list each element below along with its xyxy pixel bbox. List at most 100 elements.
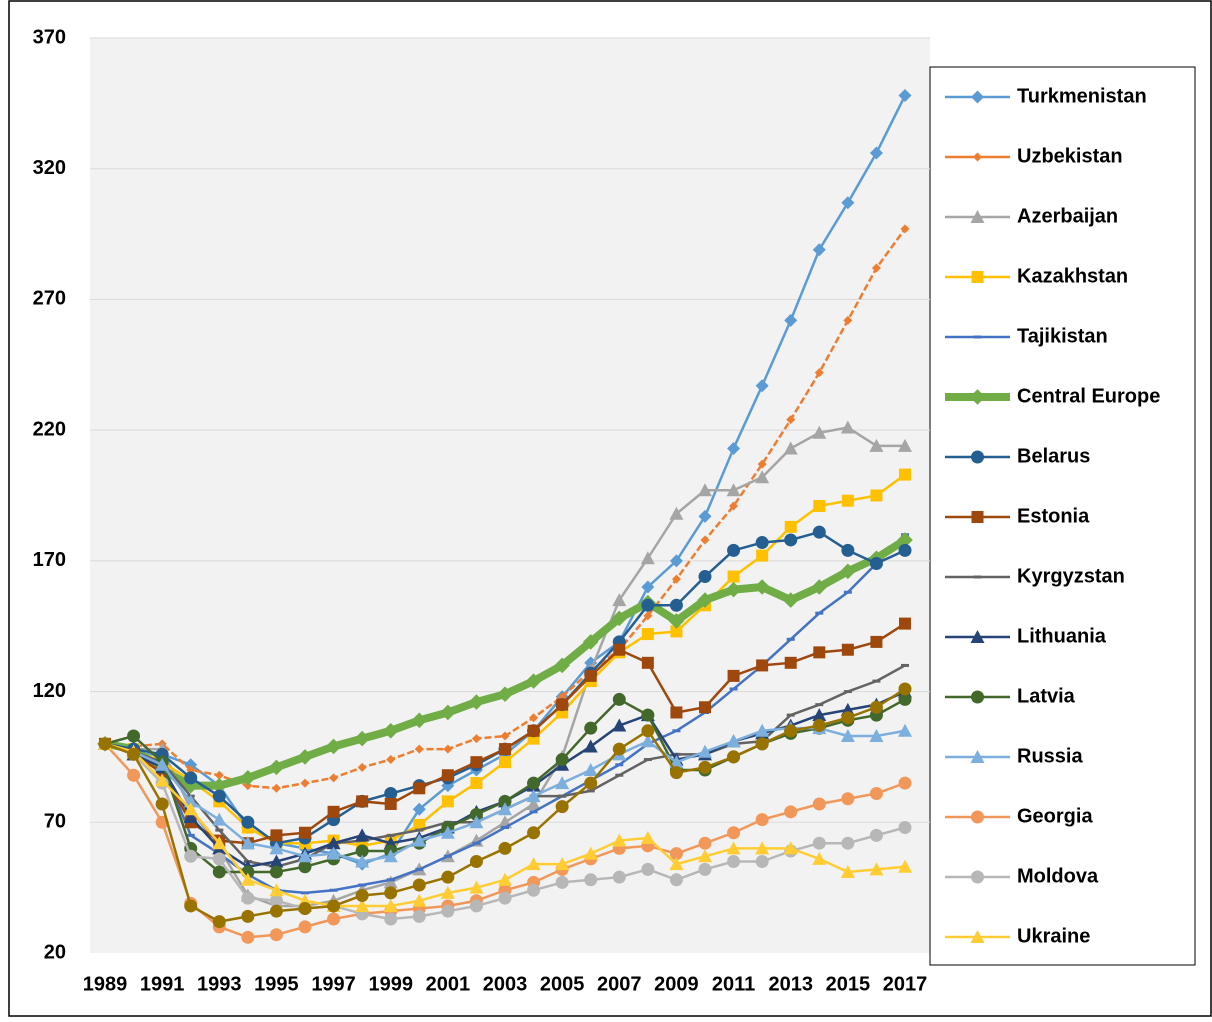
y-tick-label: 20 xyxy=(44,941,66,963)
marker xyxy=(558,794,567,798)
marker xyxy=(241,909,255,923)
marker xyxy=(326,836,341,850)
x-tick-label: 2011 xyxy=(712,973,755,995)
marker xyxy=(869,700,883,714)
marker xyxy=(501,826,509,830)
marker xyxy=(269,904,283,918)
legend-marker xyxy=(970,750,985,763)
marker xyxy=(612,742,626,756)
marker xyxy=(726,483,741,497)
marker xyxy=(615,763,624,767)
marker xyxy=(784,724,798,738)
marker xyxy=(299,826,311,839)
marker xyxy=(584,873,598,887)
marker xyxy=(584,721,598,735)
legend-label: Georgia xyxy=(1017,805,1093,827)
y-tick-label: 220 xyxy=(33,418,66,440)
marker xyxy=(754,579,770,595)
marker xyxy=(784,520,797,533)
marker xyxy=(469,899,483,913)
marker xyxy=(441,795,454,808)
marker xyxy=(755,737,769,751)
marker xyxy=(640,830,655,844)
marker xyxy=(782,592,799,608)
marker xyxy=(612,718,627,732)
marker xyxy=(786,415,796,425)
marker xyxy=(755,813,769,827)
marker xyxy=(582,634,599,650)
marker xyxy=(127,768,141,782)
legend-label: Central Europe xyxy=(1017,385,1160,407)
marker xyxy=(183,802,198,816)
marker xyxy=(727,669,740,682)
marker xyxy=(412,893,427,907)
marker xyxy=(329,888,338,892)
marker xyxy=(555,800,569,814)
marker xyxy=(698,483,712,497)
legend-marker xyxy=(971,450,984,464)
marker xyxy=(269,865,283,879)
marker xyxy=(840,563,856,580)
marker xyxy=(469,880,484,894)
marker xyxy=(871,263,881,273)
marker xyxy=(469,807,483,821)
marker xyxy=(527,776,541,790)
legend-label: Belarus xyxy=(1017,445,1090,467)
marker xyxy=(583,763,598,776)
x-tick-label: 2009 xyxy=(654,973,699,995)
marker xyxy=(669,506,684,520)
marker xyxy=(668,613,685,629)
legend-label: Moldova xyxy=(1017,865,1099,887)
marker xyxy=(697,592,713,608)
marker xyxy=(698,570,712,584)
x-tick-label: 1999 xyxy=(368,973,413,995)
y-tick-label: 270 xyxy=(33,288,66,310)
marker xyxy=(643,611,653,621)
marker xyxy=(898,821,912,835)
marker xyxy=(641,628,654,641)
marker xyxy=(384,797,397,810)
marker xyxy=(355,828,370,842)
marker xyxy=(726,841,741,855)
marker xyxy=(784,805,798,819)
marker xyxy=(554,657,570,674)
marker xyxy=(672,729,681,733)
y-tick-label: 70 xyxy=(44,811,66,833)
marker xyxy=(441,870,455,884)
x-tick-label: 1993 xyxy=(197,973,242,995)
marker xyxy=(413,818,426,831)
marker xyxy=(155,797,169,811)
legend-label: Russia xyxy=(1017,745,1083,767)
marker xyxy=(814,368,824,378)
marker xyxy=(612,593,627,607)
marker xyxy=(386,833,395,837)
series xyxy=(98,736,912,912)
marker xyxy=(641,598,655,612)
marker xyxy=(869,862,884,876)
marker xyxy=(727,855,741,868)
marker xyxy=(615,773,624,777)
marker xyxy=(298,902,312,916)
x-tick-label: 1989 xyxy=(83,973,128,995)
marker xyxy=(669,766,683,780)
marker xyxy=(498,891,512,905)
marker xyxy=(670,625,683,638)
y-tick-label: 170 xyxy=(33,549,66,571)
marker xyxy=(669,755,684,769)
marker xyxy=(756,549,769,562)
marker xyxy=(900,224,910,234)
marker xyxy=(641,656,654,669)
marker xyxy=(786,637,795,641)
marker xyxy=(386,878,395,882)
marker xyxy=(670,706,683,719)
marker xyxy=(898,543,912,557)
x-tick-label: 2013 xyxy=(768,973,813,995)
marker xyxy=(413,782,426,795)
marker xyxy=(327,912,341,926)
marker xyxy=(698,760,712,774)
legend-marker xyxy=(970,210,985,223)
marker xyxy=(669,847,683,861)
marker xyxy=(469,815,484,829)
marker xyxy=(583,739,598,753)
legend-label: Kazakhstan xyxy=(1017,265,1128,287)
